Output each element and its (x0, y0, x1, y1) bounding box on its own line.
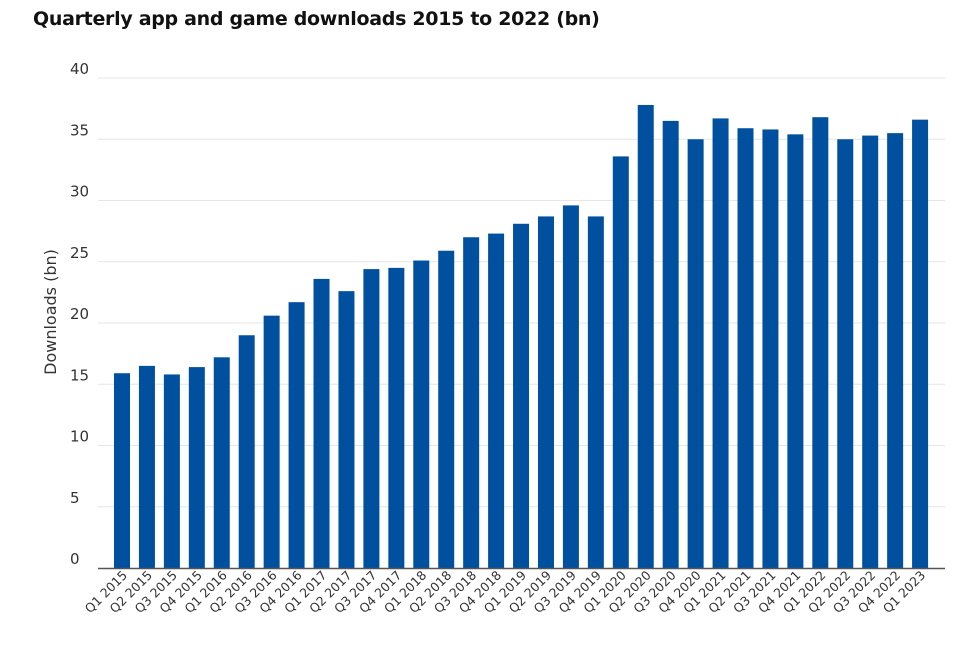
bar (587, 216, 604, 569)
y-tick-label: 5 (70, 489, 80, 507)
y-tick-label: 30 (70, 183, 89, 201)
bar (488, 233, 505, 568)
y-axis-title: Downloads (bn) (41, 249, 60, 375)
y-tick-label: 20 (70, 305, 89, 323)
bar (463, 237, 480, 568)
bar (862, 135, 879, 568)
bar (737, 128, 754, 568)
bar (537, 216, 554, 569)
bar (238, 335, 255, 568)
bar (114, 373, 130, 568)
bar (213, 357, 230, 568)
bar (762, 129, 779, 568)
y-tick-label: 10 (70, 428, 89, 446)
bar (288, 302, 305, 568)
bar (662, 120, 679, 568)
bar (687, 139, 704, 568)
y-tick-label: 25 (70, 244, 89, 262)
y-tick-label: 15 (70, 366, 89, 384)
bar (438, 250, 455, 568)
bar (562, 205, 579, 568)
y-tick-label: 0 (70, 550, 80, 568)
bar (363, 269, 380, 568)
bar (313, 278, 330, 568)
bar (612, 156, 629, 568)
bar (138, 365, 155, 568)
bar (263, 315, 280, 568)
y-axis-ticks: 0 5 10 15 20 25 30 35 40 (70, 60, 89, 568)
y-tick-label: 40 (70, 60, 89, 78)
bar (338, 291, 355, 568)
bar (413, 260, 430, 568)
chart-title: Quarterly app and game downloads 2015 to… (33, 8, 600, 30)
bar (787, 134, 804, 568)
bar (188, 367, 205, 568)
bars (114, 104, 929, 569)
bar (388, 267, 405, 568)
y-tick-label: 35 (70, 121, 89, 139)
bar (163, 374, 180, 568)
bar (513, 223, 530, 568)
bar (887, 133, 904, 568)
bar (912, 119, 929, 569)
bar (712, 118, 729, 569)
bar (812, 117, 829, 568)
bar (637, 104, 654, 568)
bar (837, 139, 854, 568)
